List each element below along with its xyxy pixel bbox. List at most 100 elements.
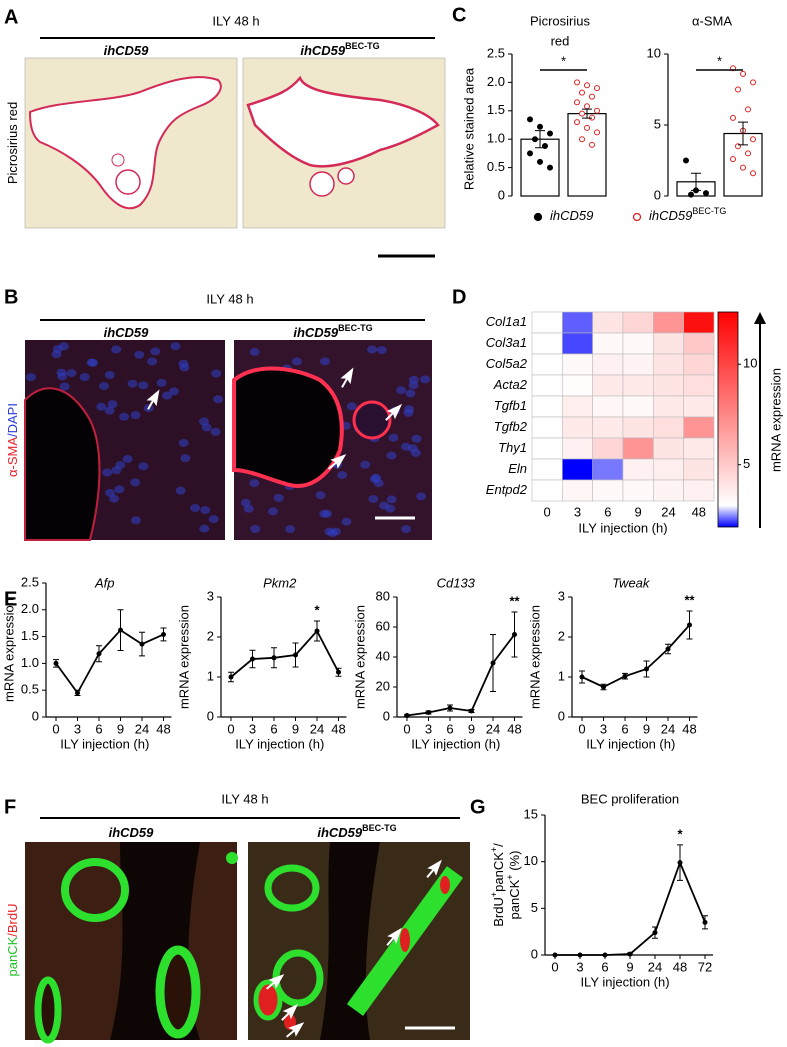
nucleus — [130, 411, 141, 420]
heatmap-cell — [622, 416, 654, 439]
y-tick-label: 0 — [558, 708, 565, 723]
x-tick-label: 48 — [331, 721, 345, 736]
text-part: panCK — [507, 879, 522, 919]
data-point — [740, 70, 746, 77]
nucleus — [210, 427, 221, 436]
panel-letter: F — [4, 796, 16, 818]
nucleus — [180, 454, 191, 463]
heatmap-cell — [531, 311, 563, 334]
data-point — [750, 136, 756, 143]
heatmap-cell — [531, 437, 563, 460]
significance: ** — [509, 593, 520, 608]
heatmap-cell — [653, 311, 684, 334]
nucleus — [88, 358, 99, 367]
panel-header: ILY 48 h — [206, 291, 253, 306]
y-tick-label: 1.5 — [21, 628, 39, 643]
heatmap-cell — [622, 311, 654, 334]
x-tick-label: 48 — [682, 721, 696, 736]
data-point — [75, 690, 80, 696]
nucleus — [119, 412, 130, 421]
heatmap-cell — [562, 332, 593, 355]
nucleus — [26, 373, 36, 382]
arrow — [426, 859, 442, 878]
superscript: + — [489, 892, 499, 897]
data-point — [627, 951, 633, 957]
data-point — [579, 136, 585, 143]
nucleus — [386, 451, 397, 460]
superscript: + — [489, 847, 499, 852]
panel-letter: D — [452, 286, 466, 308]
group-label: ihCD59BEC-TG — [317, 823, 396, 840]
arrow — [328, 454, 347, 470]
heatmap-cell — [653, 353, 684, 376]
heatmap-cell — [562, 395, 593, 418]
data-point — [750, 170, 756, 177]
text-part: Picrosirius red — [5, 102, 20, 184]
data-point — [665, 646, 671, 652]
colorbar-tick-label: 10 — [743, 356, 757, 371]
data-point — [426, 710, 431, 715]
x-tick-label: 6 — [446, 721, 453, 736]
y-tick-label: 0 — [32, 708, 39, 723]
side-label: panCK/BrdU — [5, 904, 20, 977]
colorbar-tick-label: 5 — [743, 456, 750, 471]
superscript: BEC-TG — [692, 206, 726, 216]
nucleus — [156, 378, 167, 387]
nucleus — [127, 379, 138, 388]
heatmap-cell — [653, 416, 684, 439]
nucleus — [337, 471, 348, 480]
x-tick-label: 3 — [249, 721, 256, 736]
heatmap-cell — [653, 374, 684, 397]
data-point — [293, 652, 298, 658]
x-tick-label: 3 — [576, 959, 583, 974]
data-point — [228, 674, 234, 680]
panel-letter: B — [4, 286, 18, 308]
data-point — [687, 622, 692, 628]
text-part: ihCD59 — [649, 208, 692, 223]
nucleus — [134, 350, 145, 359]
nucleus — [403, 405, 414, 414]
x-tick-label: 48 — [156, 721, 170, 736]
group-label: ihCD59 — [104, 325, 150, 340]
nucleus — [122, 455, 133, 464]
nucleus — [213, 395, 224, 404]
nucleus — [111, 345, 122, 354]
nucleus — [319, 509, 330, 518]
nucleus — [96, 402, 107, 411]
y-tick-label: 1.0 — [487, 131, 505, 146]
group-label: ihCD59 — [109, 825, 155, 840]
text-part: ihCD59 — [550, 208, 593, 223]
heatmap-cell — [562, 353, 593, 376]
nucleus — [330, 527, 341, 536]
chart-title: Tweak — [612, 575, 651, 590]
panel-header: ILY 48 h — [221, 791, 268, 806]
x-axis-label: ILY injection (h) — [586, 736, 675, 751]
legend-label: ihCD59 — [550, 208, 593, 223]
line — [555, 860, 706, 956]
superscript: BEC-TG — [362, 823, 397, 833]
data-point — [250, 656, 255, 662]
y-tick-label: 10 — [647, 45, 661, 60]
text-part: ihCD59 — [104, 325, 150, 340]
data-point — [547, 164, 553, 171]
data-point — [584, 124, 590, 131]
chart-title: α-SMA — [692, 13, 732, 28]
y-tick-label: 0 — [654, 187, 661, 202]
legend-label: ihCD59BEC-TG — [649, 206, 726, 223]
data-point — [552, 952, 558, 958]
y-tick-label: 0 — [383, 708, 390, 723]
y-tick-label: 10 — [524, 853, 538, 868]
data-point — [527, 116, 533, 123]
nucleus — [243, 504, 254, 513]
micrograph — [25, 842, 238, 1044]
micrograph — [24, 340, 225, 541]
micrograph — [232, 340, 432, 540]
nucleus — [249, 479, 260, 488]
x-axis-label: ILY injection (h) — [60, 736, 149, 751]
data-point — [745, 106, 751, 113]
x-tick-label: 0 — [227, 721, 234, 736]
data-point — [96, 651, 102, 657]
data-point — [652, 930, 658, 936]
nucleus — [341, 517, 352, 526]
